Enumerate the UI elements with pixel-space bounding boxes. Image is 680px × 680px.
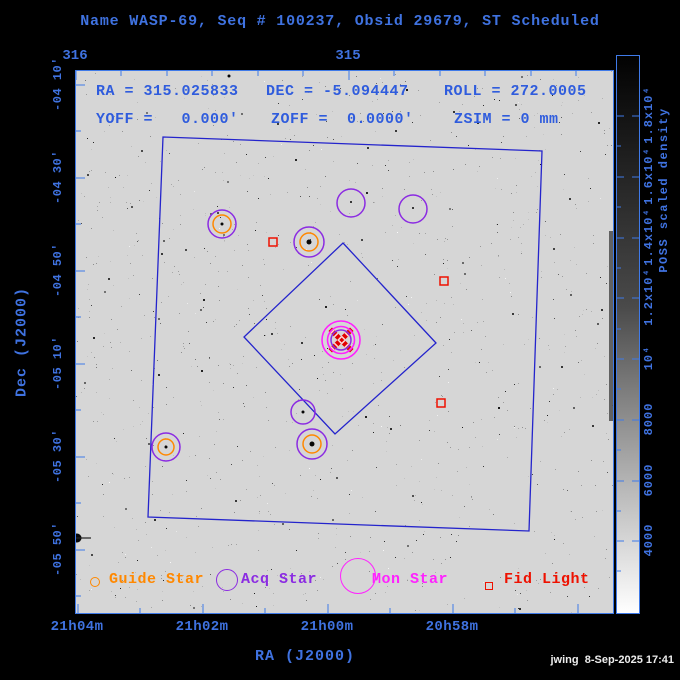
colorbar-ticks xyxy=(617,115,639,572)
acq-star-circle xyxy=(151,432,181,462)
ra-hms-label: 20h58m xyxy=(425,619,479,635)
star-dot xyxy=(412,207,414,209)
target-x-marker xyxy=(328,327,354,353)
legend-mon-star-marker xyxy=(340,558,376,594)
target-x-hatch xyxy=(330,329,352,351)
acq-star-circle xyxy=(330,329,352,351)
x-axis-title: RA (J2000) xyxy=(254,648,356,665)
roll-value: ROLL = 272.0005 xyxy=(444,83,587,100)
star-dot xyxy=(367,147,369,149)
colorbar-value-label: 6000 xyxy=(642,463,656,497)
sky-frame: RA = 315.025833 DEC = -5.094447 ROLL = 2… xyxy=(75,70,614,614)
zsim-value: ZSIM = 0 mm xyxy=(454,111,559,128)
star-dots xyxy=(76,74,594,543)
guide-star-circle xyxy=(212,214,232,234)
ra-hms-label: 21h00m xyxy=(300,619,354,635)
colorbar-value-label: 1.2x10⁴ xyxy=(642,268,656,326)
ra-value: RA = 315.025833 xyxy=(96,83,239,100)
yoff-value: YOFF = 0.000' xyxy=(96,111,239,128)
acq-star-circle xyxy=(296,428,328,460)
colorbar-value-label: 1.8x10⁴ xyxy=(642,86,656,144)
fid-light-square xyxy=(439,276,449,286)
star-dot xyxy=(220,222,224,226)
dec-label: -04 50' xyxy=(51,243,65,297)
dec-label: -04 30' xyxy=(51,150,65,204)
fov-diamond-outline xyxy=(243,242,437,435)
fid-light-square xyxy=(436,398,446,408)
star-dot xyxy=(395,130,397,132)
sky-image[interactable] xyxy=(76,71,613,613)
legend-fid-light-label: Fid Light xyxy=(504,571,590,588)
star-dot xyxy=(227,74,231,78)
axis-ticks xyxy=(76,71,579,613)
mon-star-circle xyxy=(326,325,356,355)
dec-label: -05 30' xyxy=(51,429,65,483)
density-colorbar xyxy=(616,55,640,614)
ra-hms-label: 21h02m xyxy=(175,619,229,635)
star-dot xyxy=(301,342,303,344)
colorbar-value-label: 8000 xyxy=(642,402,656,436)
y-axis-title: Dec (J2000) xyxy=(13,286,31,398)
star-dot xyxy=(301,410,305,414)
dec-label: -04 10' xyxy=(51,57,65,111)
star-dot xyxy=(235,500,237,502)
acq-star-circle xyxy=(207,209,237,239)
legend-acq-star-marker xyxy=(216,569,238,591)
legend-fid-light-marker xyxy=(485,582,493,590)
guide-star-circle xyxy=(157,438,175,456)
star-dot xyxy=(512,313,514,315)
dec-value: DEC = -5.094447 xyxy=(266,83,409,100)
guide-star-circle xyxy=(302,434,322,454)
colorbar-value-label: 4000 xyxy=(642,523,656,557)
colorbar-value-label: 1.4x10⁴ xyxy=(642,208,656,266)
plate-edge-artifact xyxy=(609,231,613,421)
acq-star-circle xyxy=(290,399,316,425)
dec-label: -05 10' xyxy=(51,336,65,390)
acq-star-circle xyxy=(398,194,428,224)
star-dot xyxy=(164,445,168,449)
legend-guide-star-marker xyxy=(90,577,100,587)
legend-acq-star-label: Acq Star xyxy=(241,571,318,588)
poss-noise xyxy=(76,71,613,613)
legend-guide-star-label: Guide Star xyxy=(109,571,205,588)
legend-mon-star-label: Mon Star xyxy=(372,571,449,588)
star-dot xyxy=(306,239,312,245)
star-dot xyxy=(161,253,163,255)
ra-hms-label: 21h04m xyxy=(50,619,104,635)
mon-star-circle xyxy=(321,320,361,360)
star-dot xyxy=(309,441,315,447)
acq-star-circle xyxy=(336,188,366,218)
acq-star-circle xyxy=(293,226,325,258)
ra-degree-label: 315 xyxy=(335,48,361,64)
fov-square-outline xyxy=(147,136,543,532)
guide-star-circle xyxy=(299,232,319,252)
dec-label: -05 50' xyxy=(51,522,65,576)
colorbar-title: POSS scaled density xyxy=(657,107,671,273)
star-dot xyxy=(350,201,352,203)
colorbar-value-label: 10⁴ xyxy=(642,345,656,371)
ra-degree-label: 316 xyxy=(62,48,88,64)
star-dot xyxy=(592,425,594,427)
observation-title: Name WASP-69, Seq # 100237, Obsid 29679,… xyxy=(80,13,600,30)
zoff-value: ZOFF = 0.0000' xyxy=(271,111,414,128)
colorbar-value-label: 1.6x10⁴ xyxy=(642,147,656,205)
colorbar-tick-lines xyxy=(617,115,639,572)
credit-stamp: jwing 8-Sep-2025 17:41 xyxy=(550,654,675,666)
fid-light-square xyxy=(268,237,278,247)
